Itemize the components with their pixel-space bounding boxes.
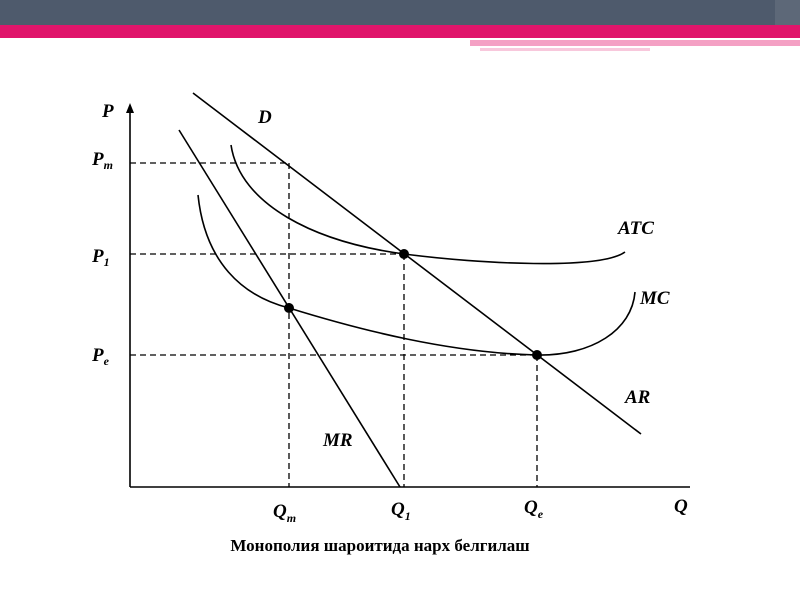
quantity-sub: m <box>287 511 296 525</box>
atc-curve <box>230 144 626 265</box>
y-axis-arrow <box>126 103 134 113</box>
pink-stripe <box>480 48 650 51</box>
demand-curve <box>192 92 642 435</box>
caption: Монополия шароитида нарх белгилаш <box>230 536 529 555</box>
curve-label: AR <box>624 387 650 408</box>
pink-stripe <box>470 40 800 46</box>
quantity-sub: e <box>538 507 544 521</box>
price-main: P <box>91 345 104 366</box>
curve-label: D <box>257 107 272 128</box>
pink-band <box>0 25 800 38</box>
quantity-label: Qe <box>524 497 544 521</box>
quantity-label: Qm <box>273 501 296 525</box>
y-axis-label: P <box>101 101 114 122</box>
quantity-main: Q <box>524 497 538 518</box>
price-sub: e <box>104 354 110 368</box>
price-sub: 1 <box>104 255 110 269</box>
price-main: P <box>91 246 104 267</box>
price-main: P <box>91 149 104 170</box>
price-label: Pm <box>91 149 113 172</box>
price-label: Pe <box>91 345 110 368</box>
price-sub: m <box>104 158 113 172</box>
curve-label: MR <box>322 430 353 451</box>
point <box>284 303 294 313</box>
quantity-sub: 1 <box>405 509 411 523</box>
quantity-main: Q <box>273 501 287 522</box>
point <box>399 249 409 259</box>
point <box>532 350 542 360</box>
quantity-main: Q <box>391 499 405 520</box>
header-bar <box>0 0 800 25</box>
mc-curve <box>197 194 636 356</box>
curve-label: ATC <box>617 218 654 239</box>
quantity-label: Q1 <box>391 499 411 523</box>
price-label: P1 <box>91 246 110 269</box>
header-accent <box>775 0 800 25</box>
curve-label: MC <box>639 288 670 309</box>
x-axis-label: Q <box>674 496 688 517</box>
